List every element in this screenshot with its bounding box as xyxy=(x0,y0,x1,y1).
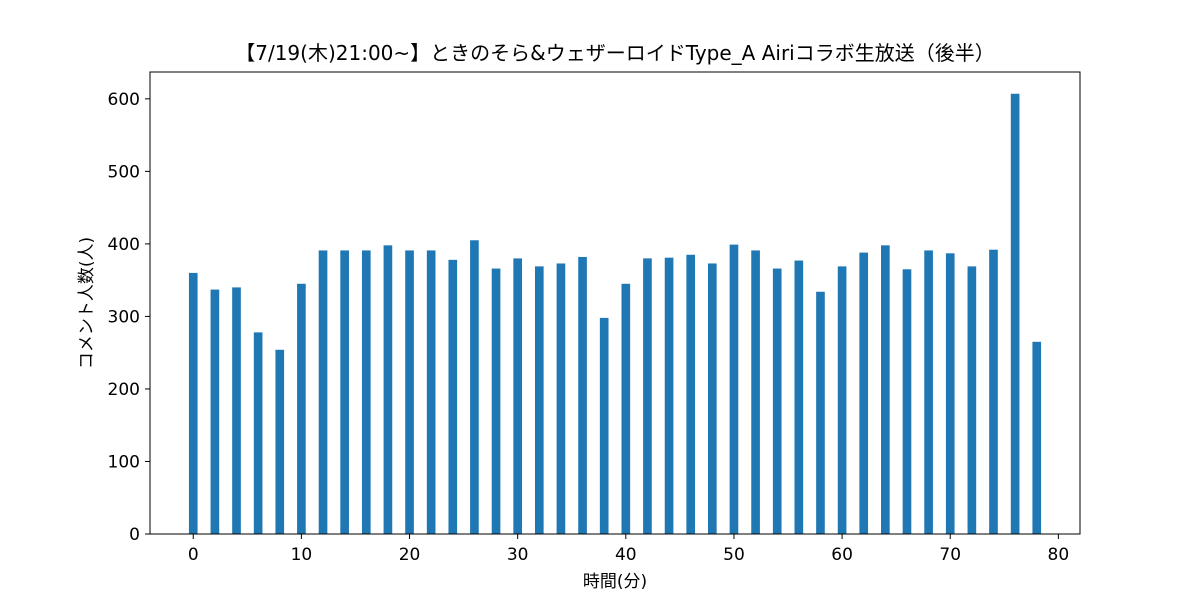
bar xyxy=(989,249,998,534)
bar xyxy=(318,250,328,534)
bar xyxy=(513,258,522,534)
y-tick-label: 500 xyxy=(108,162,140,182)
y-tick-label: 0 xyxy=(129,525,140,545)
bar xyxy=(232,287,241,534)
bar xyxy=(664,257,674,534)
bar xyxy=(188,272,198,534)
y-tick-label: 600 xyxy=(108,90,140,110)
bar xyxy=(621,283,631,534)
bar xyxy=(253,332,263,534)
x-tick-label: 20 xyxy=(399,545,421,565)
y-tick-label: 300 xyxy=(108,307,140,327)
bar xyxy=(1032,341,1042,534)
bar xyxy=(967,266,977,534)
y-axis-label: コメント人数(人) xyxy=(77,237,97,369)
bar xyxy=(340,250,349,534)
y-axis-ticks: 0 100 200 300 400 500 600 xyxy=(108,90,150,545)
bar xyxy=(729,244,739,534)
bar xyxy=(210,289,220,534)
bar xyxy=(881,245,890,535)
y-tick-label: 200 xyxy=(108,380,140,400)
y-tick-label: 100 xyxy=(108,452,140,472)
bar xyxy=(945,253,955,535)
x-tick-label: 0 xyxy=(188,545,199,565)
bar xyxy=(470,240,479,534)
bar xyxy=(534,266,544,534)
bar xyxy=(924,250,933,534)
bar xyxy=(686,254,696,534)
x-axis-label: 時間(分) xyxy=(583,572,647,592)
bar xyxy=(859,252,869,535)
bar xyxy=(297,283,306,534)
plot-frame xyxy=(149,71,1081,535)
x-tick-label: 30 xyxy=(507,545,529,565)
x-tick-label: 10 xyxy=(291,545,313,565)
bar xyxy=(578,256,587,534)
bar xyxy=(599,317,609,534)
bar xyxy=(751,250,760,534)
x-tick-label: 40 xyxy=(615,545,637,565)
bar xyxy=(361,250,371,534)
bar xyxy=(837,266,847,534)
bars-group xyxy=(188,93,1042,535)
bar xyxy=(772,268,782,534)
bar xyxy=(448,259,458,534)
bar xyxy=(708,263,717,534)
bar xyxy=(491,268,501,534)
x-tick-label: 80 xyxy=(1048,545,1070,565)
x-tick-label: 60 xyxy=(831,545,853,565)
chart-title: 【7/19(木)21:00~】ときのそら&ウェザーロイドType_A Airiコ… xyxy=(235,41,995,65)
bar xyxy=(643,258,652,534)
x-tick-label: 70 xyxy=(939,545,961,565)
bar xyxy=(816,291,825,534)
bar xyxy=(426,250,436,534)
x-axis-ticks: 0 10 20 30 40 50 60 70 80 xyxy=(188,534,1069,565)
x-tick-label: 50 xyxy=(723,545,745,565)
bar xyxy=(405,250,414,534)
bar xyxy=(275,349,285,534)
bar xyxy=(1010,93,1020,534)
y-tick-label: 400 xyxy=(108,235,140,255)
bar xyxy=(556,263,566,534)
bar xyxy=(794,260,804,534)
bar xyxy=(902,269,912,534)
bar xyxy=(383,245,393,535)
